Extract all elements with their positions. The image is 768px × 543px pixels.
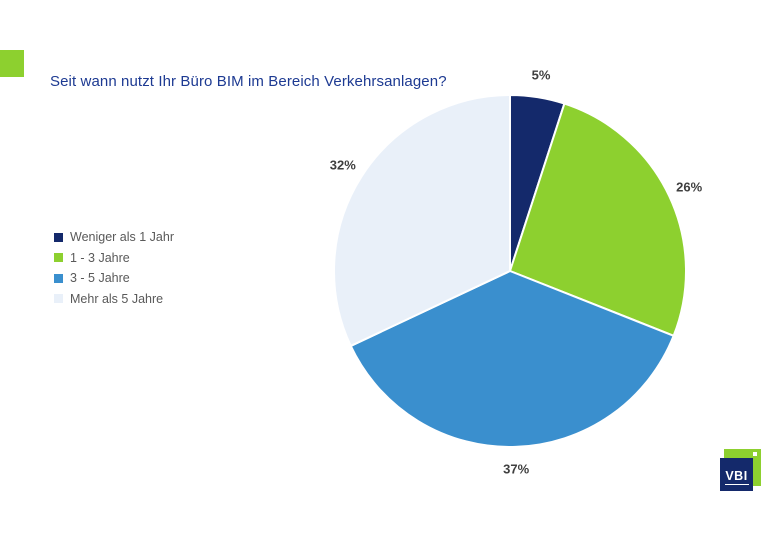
legend-item-3: Mehr als 5 Jahre: [54, 289, 174, 310]
legend-label: Mehr als 5 Jahre: [70, 291, 164, 306]
pie-slice-2: [349, 270, 675, 448]
legend-label: 3 - 5 Jahre: [70, 271, 130, 286]
slice-percent-label-1: 26%: [676, 179, 703, 195]
vbi-logo-text: VBI: [725, 468, 748, 483]
legend-label: Weniger als 1 Jahr: [70, 230, 174, 245]
legend-swatch-icon: [54, 273, 63, 283]
slice-percent-label-0: 5%: [531, 67, 551, 83]
corner-accent-square: [0, 50, 24, 77]
legend-item-0: Weniger als 1 Jahr: [54, 227, 174, 248]
legend-swatch-icon: [54, 232, 63, 242]
legend-item-2: 3 - 5 Jahre: [54, 268, 174, 289]
slice-percent-label-2: 37%: [503, 461, 530, 477]
legend-item-1: 1 - 3 Jahre: [54, 248, 174, 269]
pie-slice-1: [509, 102, 687, 337]
chart-title: Seit wann nutzt Ihr Büro BIM im Bereich …: [50, 73, 447, 90]
legend-swatch-icon: [54, 253, 63, 263]
pie-slice-3: [333, 94, 511, 347]
legend-swatch-icon: [54, 294, 63, 304]
vbi-logo-notch: [753, 452, 757, 456]
vbi-logo: VBI: [720, 449, 762, 492]
vbi-logo-navy-square: VBI: [720, 458, 753, 491]
slice-percent-label-3: 32%: [329, 157, 356, 173]
pie-legend: Weniger als 1 Jahr 1 - 3 Jahre 3 - 5 Jahre…: [54, 227, 174, 309]
legend-label: 1 - 3 Jahre: [70, 250, 130, 265]
vbi-logo-underline: [724, 484, 749, 486]
